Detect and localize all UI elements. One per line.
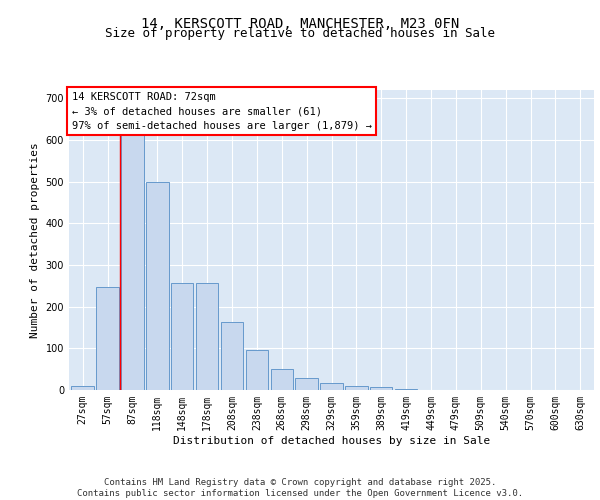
Bar [171,282,193,390]
Bar [121,132,143,390]
Bar [320,382,343,390]
Bar [71,386,94,390]
Bar [395,389,418,390]
Text: Size of property relative to detached houses in Sale: Size of property relative to detached ho… [105,28,495,40]
Bar [345,386,368,390]
Bar [245,350,268,390]
X-axis label: Distribution of detached houses by size in Sale: Distribution of detached houses by size … [173,436,490,446]
Y-axis label: Number of detached properties: Number of detached properties [30,142,40,338]
Bar [370,387,392,390]
Bar [97,287,119,390]
Text: 14, KERSCOTT ROAD, MANCHESTER, M23 0FN: 14, KERSCOTT ROAD, MANCHESTER, M23 0FN [141,18,459,32]
Text: Contains HM Land Registry data © Crown copyright and database right 2025.
Contai: Contains HM Land Registry data © Crown c… [77,478,523,498]
Text: 14 KERSCOTT ROAD: 72sqm
← 3% of detached houses are smaller (61)
97% of semi-det: 14 KERSCOTT ROAD: 72sqm ← 3% of detached… [71,92,371,131]
Bar [196,282,218,390]
Bar [221,322,243,390]
Bar [146,182,169,390]
Bar [271,369,293,390]
Bar [295,378,318,390]
